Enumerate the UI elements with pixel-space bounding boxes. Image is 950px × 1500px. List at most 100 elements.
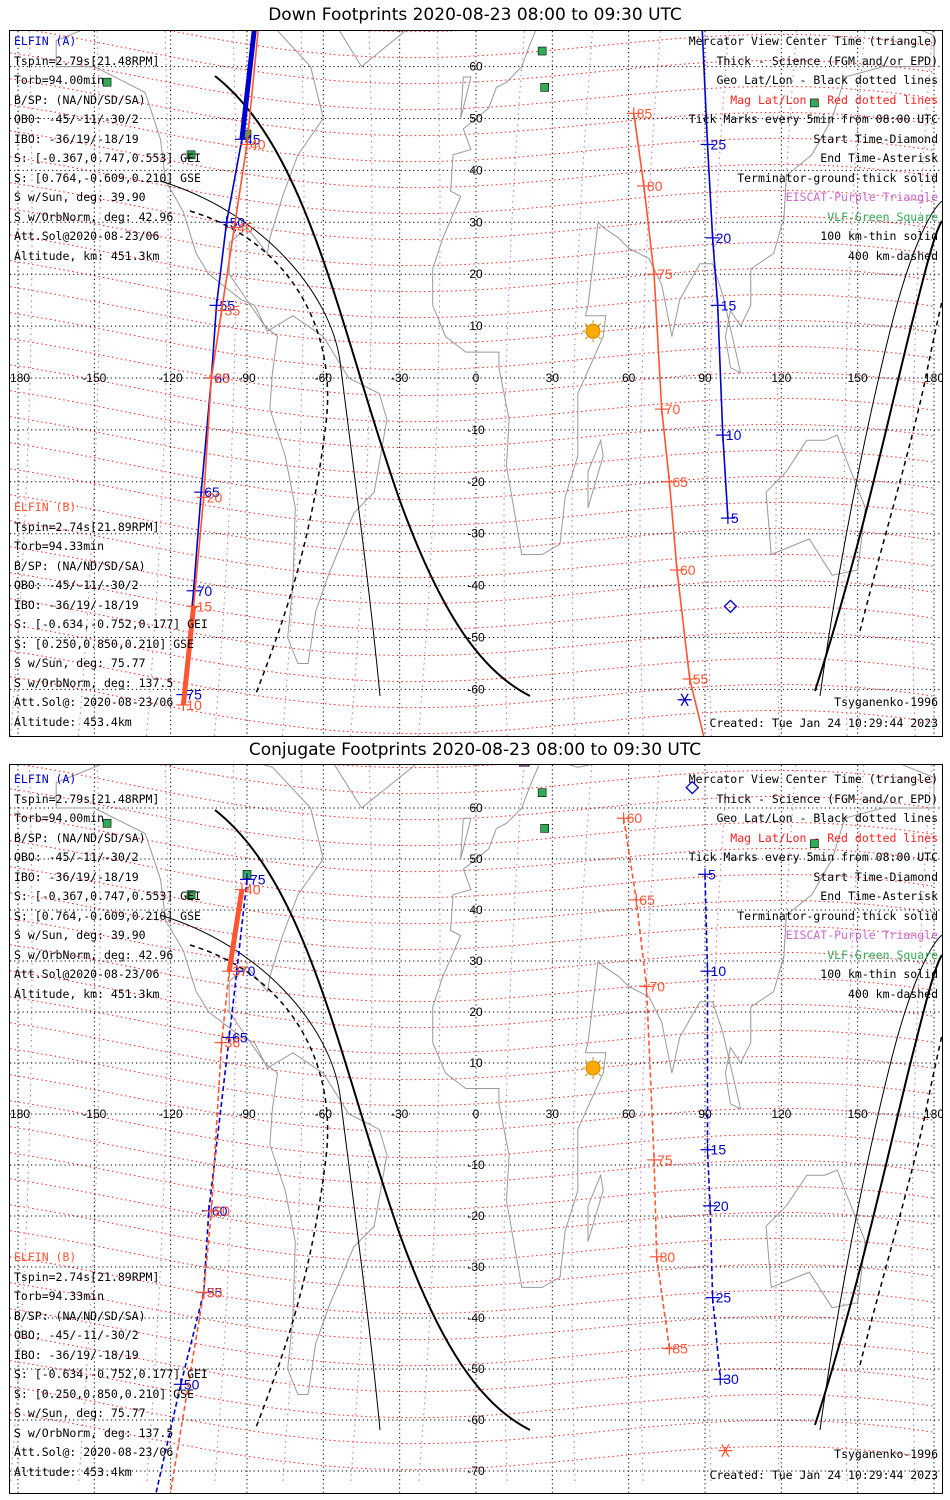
mag-longitude-line xyxy=(639,31,661,736)
legend-item: VLF-Green Square xyxy=(827,209,938,224)
mag-longitude-line xyxy=(282,31,305,736)
legend-item: Mercator View Center Time (triangle) xyxy=(688,772,938,786)
info-line: Altitude, km: 451.3km xyxy=(14,986,160,1001)
vlf-square xyxy=(810,839,819,848)
lat-tick-label: -40 xyxy=(467,1311,485,1325)
sun-icon xyxy=(585,323,601,339)
track-tick-label: 60 xyxy=(214,370,230,386)
track-tick-label: 80 xyxy=(660,1249,676,1265)
lat-tick-label: -70 xyxy=(467,734,485,736)
legend-item: Geo Lat/Lon - Black dotted lines xyxy=(716,73,938,87)
lat-tick-label: 20 xyxy=(469,267,483,281)
lat-tick-label: -20 xyxy=(467,1209,485,1223)
track-tick-label: 75 xyxy=(186,687,202,703)
track-tick-label: 60 xyxy=(680,562,696,578)
info-line: S w/Sun, deg: 39.90 xyxy=(14,190,146,204)
info-line: S w/Sun, deg: 75.77 xyxy=(14,656,146,670)
track-tick-label: 85 xyxy=(672,1341,688,1357)
mag-latitude-line xyxy=(10,390,935,449)
info-line: IBO: -36/19/-18/19 xyxy=(14,597,139,612)
end-asterisk xyxy=(680,693,689,707)
track-tick-label: 45 xyxy=(245,131,261,147)
lat-tick-label: 30 xyxy=(469,954,483,968)
legend-item: Start Time-Diamond xyxy=(813,131,938,146)
legend-item: 100 km-thin solid xyxy=(820,229,938,243)
conjugate-footprints-map: -180 -150 -120 -90 -60 -30 0 30 60 90 120 150 180 70 6… xyxy=(9,764,943,1494)
mag-latitude-line xyxy=(10,338,935,397)
terminator-thick xyxy=(814,220,942,692)
continent-outline xyxy=(55,765,388,1395)
lon-tick-label: 120 xyxy=(771,371,791,385)
track-tick-label: 30 xyxy=(723,1371,739,1387)
elfin-a-track xyxy=(182,31,255,695)
lon-tick-label: 90 xyxy=(698,371,712,385)
terminator-thick xyxy=(814,954,942,1426)
track-tick-label: 75 xyxy=(657,1152,673,1168)
track-tick-label: 60 xyxy=(212,1203,228,1219)
mag-longitude-line xyxy=(349,765,373,1486)
mag-longitude-line xyxy=(775,31,797,736)
legend-item: 400 km-dashed xyxy=(847,986,938,1001)
track-tick-label: 25 xyxy=(214,370,230,386)
legend-item: Mercator View Center Time (triangle) xyxy=(688,34,938,48)
terminator-400km xyxy=(189,944,329,1431)
lat-tick-label: 30 xyxy=(469,215,483,229)
terminator-thick xyxy=(214,809,531,1431)
info-line: B/SP: (NA/ND/SD/SA) xyxy=(14,92,146,107)
track-tick-label: 55 xyxy=(207,1285,223,1301)
track-tick-label: 60 xyxy=(627,810,643,826)
info-line: S: [0.764,-0.609,0.210] GSE xyxy=(14,908,201,923)
terminator-400km xyxy=(189,210,329,697)
track-tick-label: 45 xyxy=(237,219,253,235)
terminator-100km xyxy=(159,180,381,697)
info-line: IBO: -36/19/-18/19 xyxy=(14,1347,139,1362)
mag-latitude-line xyxy=(10,1022,935,1081)
terminator-thick xyxy=(214,75,531,697)
legend-item: EISCAT-Purple Triangle xyxy=(785,190,938,204)
lon-tick-label: 30 xyxy=(546,1107,560,1121)
track-tick-label: 40 xyxy=(245,882,261,898)
info-line: S: [-0.634,-0.752,0.177] GEI xyxy=(14,617,208,631)
continent-outline xyxy=(339,31,406,68)
track-tick-label: 10 xyxy=(186,697,202,713)
legend-item: Thick - Science (FGM and/or EPD) xyxy=(716,53,938,68)
continent-outline xyxy=(460,76,472,119)
lat-tick-label: -50 xyxy=(467,1362,485,1376)
info-line: S w/Sun, deg: 75.77 xyxy=(14,1406,146,1420)
terminator-100km xyxy=(819,934,942,1431)
lon-tick-label: -150 xyxy=(82,371,106,385)
vlf-square xyxy=(102,818,112,828)
mag-longitude-line xyxy=(146,31,169,736)
map-canvas: -180 -150 -120 -90 -60 -30 0 30 60 90 120 150 180 70 6… xyxy=(10,765,942,1493)
info-line: IBO: -36/19/-18/19 xyxy=(14,131,139,146)
info-line: Att.Sol@2020-08-23/06 xyxy=(14,967,160,981)
legend-item: Tick Marks every 5min from 08:00 UTC xyxy=(688,112,938,126)
info-line: OBO: -45/-11/-30/2 xyxy=(14,1328,139,1342)
track-tick-label: 65 xyxy=(639,892,655,908)
mag-longitude-line xyxy=(775,765,797,1486)
lon-tick-label: -120 xyxy=(159,371,183,385)
start-diamond xyxy=(685,780,700,795)
info-line: Altitude, km: 451.3km xyxy=(14,248,160,263)
elfin-b-track-science xyxy=(180,606,197,706)
track-tick-label: 20 xyxy=(713,1198,729,1214)
lon-tick-label: 60 xyxy=(622,371,636,385)
info-line: S w/Sun, deg: 39.90 xyxy=(14,928,146,942)
continent-outline xyxy=(432,765,935,1288)
mag-longitude-line xyxy=(843,31,865,736)
mag-longitude-line xyxy=(707,765,729,1486)
vlf-square xyxy=(102,77,112,87)
sun-ray xyxy=(598,1059,602,1063)
legend-item: Thick - Science (FGM and/or EPD) xyxy=(716,791,938,806)
lat-tick-label: -60 xyxy=(467,1413,485,1427)
lat-tick-label: -30 xyxy=(467,1260,485,1274)
info-line: S: [-0.367,0.747,0.553] GEI xyxy=(14,151,201,165)
lon-tick-label: -60 xyxy=(315,371,333,385)
track-tick-label: 15 xyxy=(197,598,213,614)
lat-tick-label: 20 xyxy=(469,1005,483,1019)
mag-latitude-line xyxy=(10,1074,935,1133)
mag-latitude-line xyxy=(10,442,935,501)
legend-item: Terminator-ground-thick solid xyxy=(737,908,938,923)
info-line: Tspin=2.79s[21.48RPM] xyxy=(14,791,160,806)
sun-icon xyxy=(585,1060,601,1076)
